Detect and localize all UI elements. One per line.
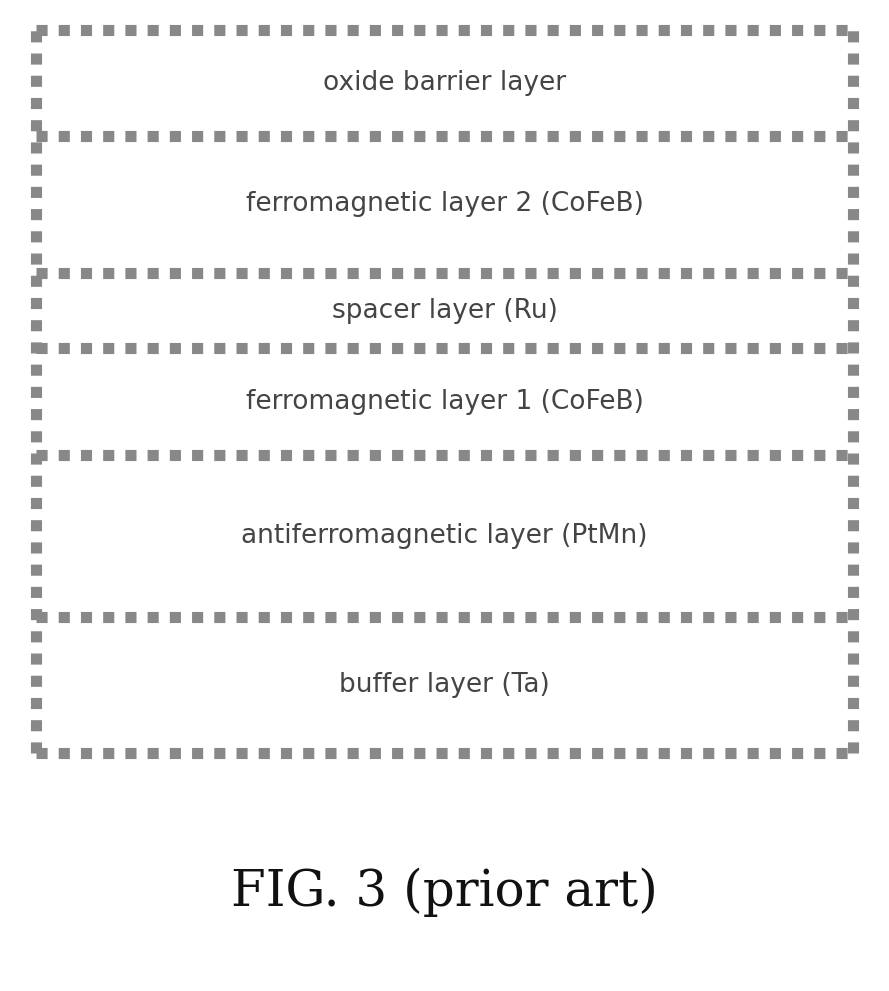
Bar [36, 616, 853, 753]
Text: ferromagnetic layer 2 (CoFeB): ferromagnetic layer 2 (CoFeB) [245, 191, 644, 217]
Text: oxide barrier layer: oxide barrier layer [323, 69, 566, 96]
Text: spacer layer (Ru): spacer layer (Ru) [332, 297, 557, 323]
Bar [36, 273, 853, 349]
Text: ferromagnetic layer 1 (CoFeB): ferromagnetic layer 1 (CoFeB) [245, 388, 644, 414]
Bar [36, 455, 853, 616]
Text: FIG. 3 (prior art): FIG. 3 (prior art) [231, 867, 658, 917]
Bar [36, 30, 853, 136]
Bar [36, 349, 853, 455]
Text: buffer layer (Ta): buffer layer (Ta) [339, 672, 550, 698]
Bar [36, 136, 853, 273]
Text: antiferromagnetic layer (PtMn): antiferromagnetic layer (PtMn) [241, 522, 648, 549]
